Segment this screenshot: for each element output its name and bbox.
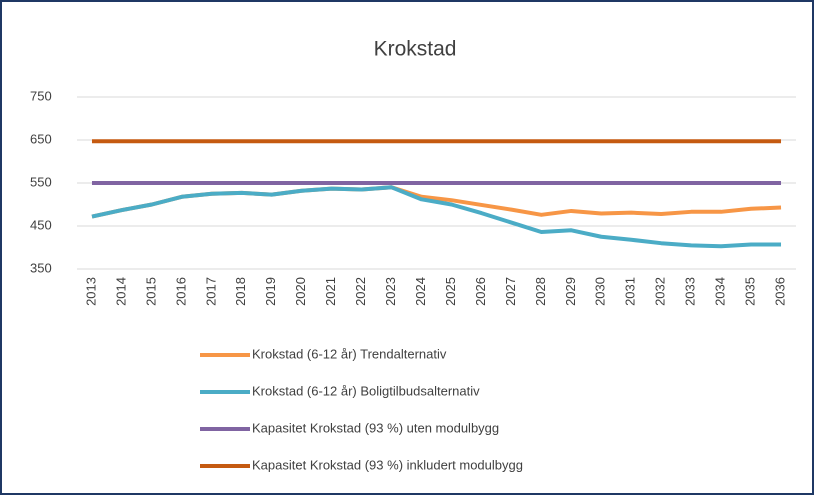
y-tick-label: 750 bbox=[30, 88, 52, 103]
legend-label: Kapasitet Krokstad (93 %) inkludert modu… bbox=[252, 457, 523, 472]
y-tick-label: 650 bbox=[30, 131, 52, 146]
x-tick-label: 2013 bbox=[83, 277, 98, 306]
x-tick-label: 2032 bbox=[653, 277, 668, 306]
x-tick-label: 2017 bbox=[203, 277, 218, 306]
chart-title: Krokstad bbox=[374, 38, 457, 61]
x-tick-label: 2018 bbox=[233, 277, 248, 306]
x-tick-label: 2014 bbox=[113, 277, 128, 306]
x-tick-label: 2021 bbox=[323, 277, 338, 306]
legend-label: Krokstad (6-12 år) Boligtilbudsalternati… bbox=[252, 383, 480, 398]
x-tick-label: 2027 bbox=[503, 277, 518, 306]
y-tick-label: 350 bbox=[30, 260, 52, 275]
x-tick-label: 2019 bbox=[263, 277, 278, 306]
x-tick-label: 2025 bbox=[443, 277, 458, 306]
x-tick-label: 2030 bbox=[593, 277, 608, 306]
x-tick-label: 2035 bbox=[743, 277, 758, 306]
x-tick-label: 2034 bbox=[713, 277, 728, 306]
x-tick-label: 2033 bbox=[683, 277, 698, 306]
x-tick-label: 2023 bbox=[383, 277, 398, 306]
x-tick-label: 2031 bbox=[623, 277, 638, 306]
x-tick-label: 2016 bbox=[173, 277, 188, 306]
x-tick-label: 2036 bbox=[772, 277, 787, 306]
legend-label: Krokstad (6-12 år) Trendalternativ bbox=[252, 346, 447, 361]
y-tick-label: 450 bbox=[30, 217, 52, 232]
x-tick-label: 2029 bbox=[563, 277, 578, 306]
legend-label: Kapasitet Krokstad (93 %) uten modulbygg bbox=[252, 420, 499, 435]
x-tick-label: 2028 bbox=[533, 277, 548, 306]
x-tick-label: 2015 bbox=[143, 277, 158, 306]
x-tick-label: 2026 bbox=[473, 277, 488, 306]
line-series bbox=[91, 185, 782, 249]
x-tick-label: 2024 bbox=[413, 277, 428, 306]
x-tick-label: 2022 bbox=[353, 277, 368, 306]
x-tick-label: 2020 bbox=[293, 277, 308, 306]
y-tick-label: 550 bbox=[30, 174, 52, 189]
